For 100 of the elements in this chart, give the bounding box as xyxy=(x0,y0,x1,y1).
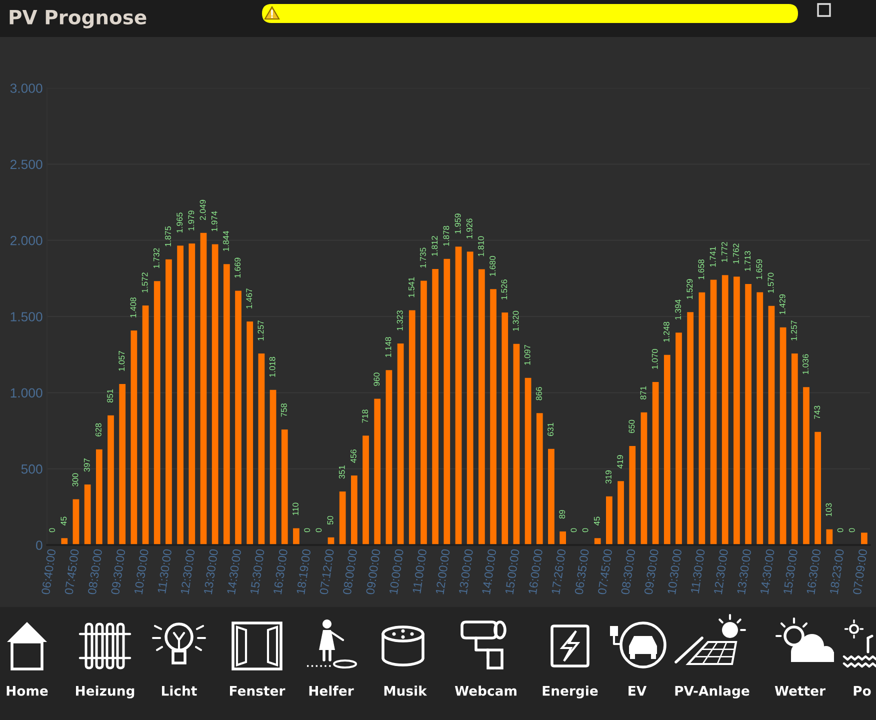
y-tick-label: 3.000 xyxy=(10,84,42,93)
x-tick-label: 13:00:00 xyxy=(458,548,474,594)
data-label: 419 xyxy=(617,455,624,468)
bar xyxy=(188,244,196,545)
data-label: 1.394 xyxy=(675,300,681,320)
text: Webcam xyxy=(454,686,516,696)
data-label: 45 xyxy=(594,516,600,526)
data-label: 1.812 xyxy=(432,236,438,256)
bar xyxy=(154,281,160,545)
data-label: 300 xyxy=(72,473,78,486)
x-tick-label: 08:30:00 xyxy=(88,548,102,595)
bar xyxy=(108,415,114,545)
bar xyxy=(640,412,648,545)
data-label: 110 xyxy=(292,502,298,516)
data-label: 1.097 xyxy=(524,344,530,365)
text: Helfer xyxy=(309,686,354,696)
data-label: 1.659 xyxy=(756,259,762,280)
data-label: 1.429 xyxy=(779,294,786,314)
bar xyxy=(281,430,288,545)
data-label: 1.875 xyxy=(165,226,171,246)
data-label: 1.257 xyxy=(258,320,264,340)
data-label: 1.467 xyxy=(246,288,252,308)
bar xyxy=(618,481,624,545)
bar xyxy=(780,327,786,545)
bar xyxy=(756,292,764,545)
data-label: 1.018 xyxy=(269,356,276,377)
data-label: 1.974 xyxy=(211,211,218,232)
text: Heizung xyxy=(76,686,134,698)
data-label: 960 xyxy=(374,372,380,386)
data-label: 1.926 xyxy=(466,218,472,238)
data-label: 0 xyxy=(49,528,56,532)
x-tick-label: 16:30:00 xyxy=(273,548,288,594)
data-label: 743 xyxy=(814,406,820,419)
bar xyxy=(478,269,485,545)
bar xyxy=(177,246,184,545)
data-label: 1.735 xyxy=(420,248,426,268)
bar xyxy=(362,436,369,545)
bar xyxy=(536,413,543,545)
x-tick-label: 06:40:00 xyxy=(41,548,56,595)
data-label: 1.732 xyxy=(153,248,160,268)
x-tick-label: 10:00:00 xyxy=(389,548,404,594)
x-tick-label: 14:00:00 xyxy=(482,548,496,594)
x-tick-label: 12:00:00 xyxy=(436,548,450,594)
y-tick-label: 2.000 xyxy=(10,236,42,246)
x-tick-label: 08:30:00 xyxy=(620,548,636,595)
data-label: 456 xyxy=(350,450,356,463)
bar xyxy=(432,268,439,545)
data-label: 1.408 xyxy=(130,298,136,318)
bar xyxy=(386,370,392,545)
data-label: 1.844 xyxy=(223,230,229,251)
data-label: 650 xyxy=(628,420,635,434)
x-tick-label: 07:45:00 xyxy=(598,548,612,595)
x-tick-label: 10:30:00 xyxy=(134,548,149,594)
x-tick-label: 13:30:00 xyxy=(736,548,752,594)
bar xyxy=(119,384,126,545)
bar xyxy=(687,312,694,545)
data-label: 397 xyxy=(84,458,90,472)
data-label: 1.741 xyxy=(710,246,716,267)
bar xyxy=(606,496,612,545)
data-label: 718 xyxy=(362,410,368,423)
data-label: 1.057 xyxy=(118,351,125,371)
bar xyxy=(350,476,358,545)
bar xyxy=(768,306,775,545)
bar xyxy=(223,264,230,545)
text: PV-Anlage xyxy=(675,686,750,698)
bar xyxy=(397,343,404,545)
y-tick-label: 500 xyxy=(21,464,42,474)
data-label: 0 xyxy=(582,528,588,532)
data-label: 0 xyxy=(316,528,322,532)
bar xyxy=(722,275,728,545)
data-label: 1.658 xyxy=(698,259,704,280)
bar xyxy=(513,344,520,545)
bar xyxy=(455,246,462,545)
x-tick-label: 16:00:00 xyxy=(528,548,543,594)
text: EV xyxy=(628,686,647,696)
x-tick-label: 15:00:00 xyxy=(505,548,520,594)
bar xyxy=(548,448,554,545)
data-label: 1.680 xyxy=(490,256,496,276)
bar xyxy=(734,276,740,545)
bar xyxy=(200,232,207,545)
data-label: 628 xyxy=(96,423,102,436)
x-tick-label: 15:30:00 xyxy=(783,548,798,594)
data-label: 851 xyxy=(107,389,113,402)
data-label: 631 xyxy=(548,422,554,436)
data-label: 1.248 xyxy=(663,322,670,342)
bar xyxy=(166,259,172,545)
bar xyxy=(84,484,91,545)
x-tick-label: 06:35:00 xyxy=(574,548,590,595)
data-label: 1.541 xyxy=(408,277,414,298)
data-label: 866 xyxy=(536,387,542,400)
bar xyxy=(791,354,798,545)
bar xyxy=(270,390,276,545)
bar xyxy=(246,322,254,545)
data-label: 1.320 xyxy=(512,310,519,331)
bar xyxy=(502,312,508,545)
data-label: 351 xyxy=(338,466,345,479)
x-tick-label: 07:45:00 xyxy=(64,548,80,595)
text: Wetter xyxy=(774,686,826,696)
text: Energie xyxy=(542,686,598,698)
data-label: 0 xyxy=(837,528,844,532)
